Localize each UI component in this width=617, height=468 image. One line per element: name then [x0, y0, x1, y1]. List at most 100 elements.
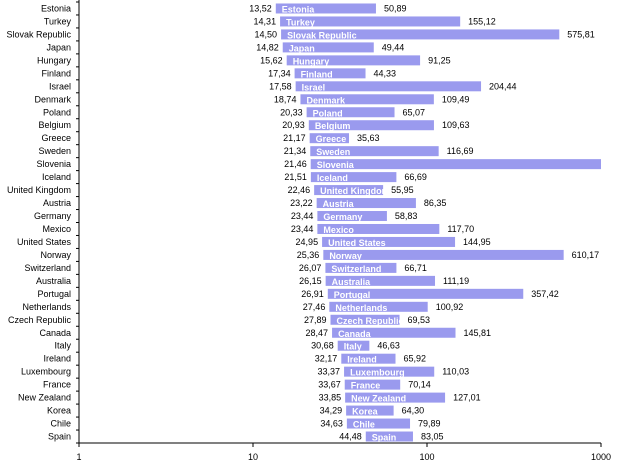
end-value-label: 109,63 — [442, 120, 470, 130]
bar-label: Finland — [301, 69, 333, 79]
end-value-label: 65,92 — [404, 354, 427, 364]
bar-label: Australia — [332, 277, 372, 287]
bar — [346, 418, 411, 429]
category-label: Turkey — [44, 16, 72, 26]
end-value-label: 83,05 — [421, 432, 444, 442]
start-value-label: 21,34 — [284, 146, 307, 156]
category-label: Spain — [48, 432, 71, 442]
end-value-label: 55,95 — [391, 185, 414, 195]
end-value-label: 111,19 — [443, 276, 469, 286]
start-value-label: 26,15 — [299, 276, 322, 286]
end-value-label: 50,89 — [384, 3, 407, 13]
category-label: Israel — [49, 81, 71, 91]
start-value-label: 18,74 — [274, 94, 297, 104]
bar — [344, 379, 401, 390]
bar-label: Hungary — [293, 56, 330, 66]
category-label: Australia — [36, 276, 71, 286]
bar — [346, 405, 394, 416]
category-label: Slovak Republic — [6, 29, 71, 39]
bar — [309, 133, 350, 144]
bar — [345, 392, 446, 403]
start-value-label: 28,47 — [306, 328, 329, 338]
bar — [310, 146, 439, 157]
start-value-label: 23,22 — [290, 198, 313, 208]
start-value-label: 21,46 — [284, 159, 307, 169]
bar-label: Poland — [313, 108, 343, 118]
bar — [280, 16, 461, 27]
bar-label: Norway — [329, 251, 362, 261]
end-value-label: 44,33 — [374, 68, 397, 78]
start-value-label: 21,17 — [283, 133, 306, 143]
bar-label: Czech Republic — [337, 316, 404, 326]
bar-label: New Zealand — [351, 394, 406, 404]
bar-label: Luxembourg — [350, 368, 405, 378]
bar — [341, 353, 396, 364]
category-label: Denmark — [34, 94, 71, 104]
x-tick-label: 1000 — [591, 452, 611, 462]
bar-label: Switzerland — [331, 264, 381, 274]
category-label: Slovenia — [36, 159, 71, 169]
category-label: Hungary — [37, 55, 72, 65]
bar-label: Italy — [344, 342, 362, 352]
category-label: Austria — [43, 198, 71, 208]
bar — [322, 236, 456, 247]
bar — [329, 301, 428, 312]
bar-label: Iceland — [317, 173, 348, 183]
bar — [286, 55, 421, 66]
start-value-label: 26,07 — [299, 263, 322, 273]
bar-label: Netherlands — [335, 303, 387, 313]
category-label: New Zealand — [18, 393, 71, 403]
category-label: Germany — [34, 211, 72, 221]
start-value-label: 13,52 — [249, 3, 272, 13]
bar-label: Japan — [289, 43, 315, 53]
end-value-label: 110,03 — [442, 367, 469, 377]
start-value-label: 15,62 — [260, 55, 283, 65]
bar — [317, 211, 387, 222]
end-value-label: 86,35 — [424, 198, 447, 208]
category-label: Iceland — [42, 172, 71, 182]
bar — [295, 81, 482, 92]
end-value-label: 91,25 — [428, 55, 451, 65]
bar-label: Sweden — [316, 147, 350, 157]
start-value-label: 23,44 — [291, 211, 314, 221]
end-value-label: 58,83 — [395, 211, 418, 221]
bar-label: France — [351, 381, 381, 391]
category-label: France — [43, 380, 71, 390]
category-label: Norway — [40, 250, 71, 260]
x-tick-label: 1 — [76, 452, 81, 462]
start-value-label: 24,95 — [296, 237, 319, 247]
bar-label: Mexico — [323, 225, 354, 235]
category-label: Czech Republic — [8, 315, 72, 325]
category-label: Belgium — [38, 120, 71, 130]
start-value-label: 26,91 — [301, 289, 324, 299]
end-value-label: 49,44 — [382, 42, 405, 52]
start-value-label: 14,31 — [254, 16, 277, 26]
bar — [327, 288, 524, 299]
start-value-label: 14,50 — [255, 29, 278, 39]
bar-label: Spain — [372, 433, 397, 443]
category-label: Greece — [41, 133, 71, 143]
end-value-label: 46,63 — [377, 341, 400, 351]
start-value-label: 21,51 — [284, 172, 307, 182]
category-label: Chile — [50, 419, 71, 429]
end-value-label: 117,70 — [447, 224, 474, 234]
end-value-label: 79,89 — [418, 419, 441, 429]
bar-label: Portugal — [334, 290, 371, 300]
category-label: Canada — [39, 328, 71, 338]
end-value-label: 610,17 — [572, 250, 600, 260]
start-value-label: 22,46 — [288, 185, 311, 195]
bar — [294, 68, 366, 79]
bar-label: Korea — [352, 407, 379, 417]
end-value-label: 66,71 — [404, 263, 427, 273]
start-value-label: 25,36 — [297, 250, 320, 260]
category-label: Mexico — [42, 224, 71, 234]
category-label: United States — [17, 237, 72, 247]
bar — [337, 340, 370, 351]
start-value-label: 27,46 — [303, 302, 326, 312]
bar-label: Slovenia — [317, 160, 355, 170]
bar — [325, 262, 397, 273]
category-label: Sweden — [38, 146, 71, 156]
category-label: Switzerland — [24, 263, 71, 273]
end-value-label: 145,81 — [463, 328, 491, 338]
